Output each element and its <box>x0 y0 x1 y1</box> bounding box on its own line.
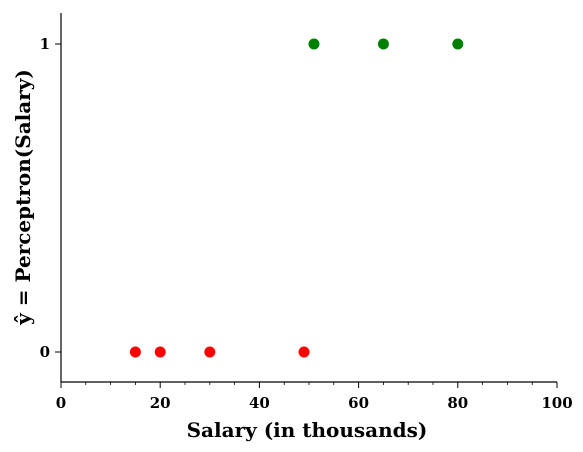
x-ticks: 0 20 40 60 80 100 <box>56 382 573 412</box>
x-tick-label: 20 <box>150 394 171 412</box>
y-tick-label: 0 <box>40 343 50 361</box>
x-tick-label: 60 <box>348 394 369 412</box>
data-point <box>308 38 320 50</box>
data-point <box>154 346 166 358</box>
x-tick-label: 40 <box>249 394 270 412</box>
x-tick-label: 100 <box>541 394 572 412</box>
y-axis-label: ŷ = Perceptron(Salary) <box>11 69 35 326</box>
data-point <box>452 38 464 50</box>
data-point <box>204 346 216 358</box>
x-tick-label: 0 <box>56 394 66 412</box>
x-axis-label: Salary (in thousands) <box>187 418 428 442</box>
data-points <box>129 38 464 358</box>
y-ticks: 01 <box>40 35 61 361</box>
data-point <box>298 346 310 358</box>
data-point <box>129 346 141 358</box>
data-point <box>377 38 389 50</box>
y-tick-label: 1 <box>40 35 50 53</box>
axes: 0 20 40 60 80 100 01 <box>40 13 573 412</box>
x-tick-label: 80 <box>447 394 468 412</box>
